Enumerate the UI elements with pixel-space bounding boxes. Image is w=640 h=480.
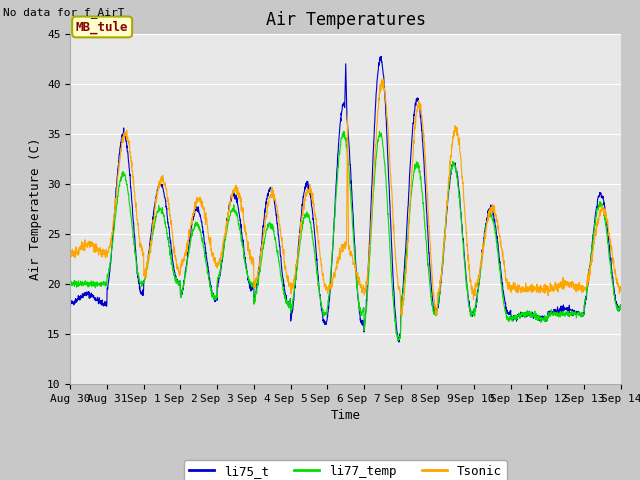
Tsonic: [506, 285, 514, 291]
Tsonic: [398, 312, 406, 318]
Title: Air Temperatures: Air Temperatures: [266, 11, 426, 29]
Line: li77_temp: li77_temp: [70, 131, 621, 340]
li75_t: [506, 312, 514, 317]
Text: No data for f_AirT: No data for f_AirT: [3, 7, 125, 18]
li77_temp: [220, 244, 228, 250]
Tsonic: [220, 238, 228, 243]
li75_t: [617, 302, 625, 308]
Line: li75_t: li75_t: [70, 57, 621, 342]
X-axis label: Time: Time: [331, 409, 360, 422]
li77_temp: [67, 283, 74, 288]
Tsonic: [379, 76, 387, 82]
Tsonic: [584, 271, 592, 276]
Y-axis label: Air Temperature (C): Air Temperature (C): [29, 138, 42, 280]
li75_t: [569, 307, 577, 313]
li77_temp: [506, 315, 514, 321]
li77_temp: [394, 337, 402, 343]
Line: Tsonic: Tsonic: [70, 79, 621, 315]
Tsonic: [617, 285, 625, 291]
li75_t: [395, 339, 403, 345]
Legend: li75_t, li77_temp, Tsonic: li75_t, li77_temp, Tsonic: [184, 460, 507, 480]
li75_t: [220, 242, 228, 248]
Tsonic: [374, 119, 381, 124]
Tsonic: [569, 283, 577, 289]
Tsonic: [362, 288, 369, 294]
li75_t: [378, 54, 385, 60]
li75_t: [362, 312, 369, 317]
Tsonic: [67, 251, 74, 257]
li77_temp: [617, 303, 625, 309]
li77_temp: [374, 137, 381, 143]
li75_t: [584, 280, 592, 286]
li77_temp: [584, 280, 592, 286]
li77_temp: [340, 128, 348, 134]
li75_t: [374, 75, 381, 81]
li77_temp: [362, 312, 369, 318]
li77_temp: [569, 312, 577, 317]
li75_t: [67, 300, 74, 306]
Text: MB_tule: MB_tule: [76, 20, 129, 34]
